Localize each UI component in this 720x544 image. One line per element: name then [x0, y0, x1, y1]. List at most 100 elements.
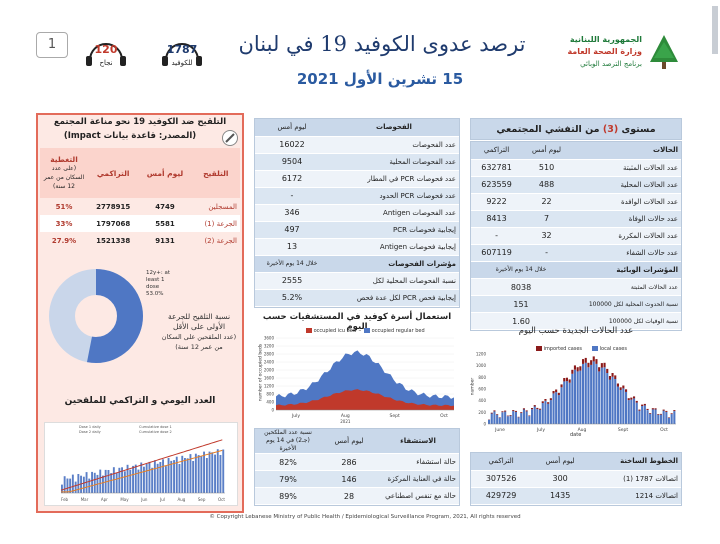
community-row-cumulative: 8413	[471, 210, 523, 228]
cases-local-bar	[536, 409, 539, 424]
cases-imported-bar	[504, 410, 507, 412]
epi-row-label: عدد الحالات المثبتة	[571, 278, 681, 296]
cases-local-bar	[565, 381, 568, 424]
tests-header-label: الفحوصات	[329, 119, 459, 137]
cases-local-bar	[573, 369, 576, 424]
tests-row-label: عدد الفحوصات Antigen	[329, 204, 459, 222]
mini-daily-bar	[203, 451, 205, 493]
cases-local-bar	[614, 379, 617, 424]
community-row-label: عدد الحالات الوافدة	[571, 193, 681, 211]
cases-local-bar	[649, 414, 652, 424]
beds-ytick-label: 3600	[264, 336, 275, 341]
cases-local-bar	[622, 388, 625, 424]
cases-imported-bar	[603, 362, 606, 368]
tests-table: الفحوصات ليوم أمس عدد الفحوصات 16022 عدد …	[254, 118, 460, 308]
vaccination-header-type: التلقيح	[191, 148, 240, 198]
hospital-row-label: حالة مع تنفس اصطناعي	[377, 487, 459, 505]
epi-header-row: المؤشرات الوبائية خلال 14 يوم الأخيرة	[471, 261, 681, 279]
hospital-header-label: الاستشفاء	[377, 429, 459, 454]
ministry-line-3: برنامج الترصد الوبائي	[580, 60, 642, 68]
cases-imported-bar	[619, 387, 622, 390]
epi-header-label: المؤشرات الوبائية	[571, 261, 681, 279]
cases-local-bar	[673, 411, 676, 424]
community-row: عدد حالات الشفاء -607119	[471, 244, 681, 262]
cases-imported-bar	[490, 412, 493, 414]
cases-local-bar	[528, 416, 531, 424]
cases-local-bar	[603, 367, 606, 424]
cases-local-bar	[606, 373, 609, 424]
cases-imported-bar	[506, 415, 509, 417]
tests-header-row: الفحوصات ليوم أمس	[255, 119, 459, 137]
cases-imported-bar	[498, 417, 501, 418]
mini-daily-bar	[102, 475, 104, 493]
cases-imported-bar	[493, 410, 496, 412]
cases-local-bar	[651, 409, 654, 424]
cases-imported-bar	[608, 376, 611, 380]
donut-caption-line: (عدد الملقحين على السكان	[161, 333, 237, 341]
cases-imported-bar	[522, 408, 525, 410]
mini-daily-bar	[164, 466, 167, 493]
cases-imported-bar	[590, 360, 593, 365]
page-title: ترصد عدوى الكوفيد 19 في لبنان	[238, 32, 526, 56]
vaccination-donut-chart	[49, 269, 143, 363]
hotlines-header-label: الخطوط الساخنة	[589, 453, 681, 471]
hospital-row-pct: 89%	[255, 487, 321, 505]
beds-month-label: July	[291, 413, 300, 419]
beds-chart: occupied icu bed occupied regular bed nu…	[254, 326, 460, 426]
vaccination-row-yesterday: 9131	[138, 232, 192, 249]
cases-local-bar	[667, 417, 670, 424]
cases-imported-bar	[641, 404, 644, 406]
cases-month-label: Aug	[578, 427, 587, 433]
tests-row-label: عدد الفحوصات المحلية	[329, 153, 459, 171]
headset-icon	[86, 43, 126, 66]
community-row-yesterday: 510	[522, 159, 571, 177]
coverage-header-note: (على عدد السكان من عمر 12 سنة)	[43, 165, 85, 190]
cases-chart: imported cases local cases number 0 200 40…	[470, 340, 682, 444]
donut-caption: نسبة التلقيح للجرعة الأولى على الأقل (عد…	[158, 312, 240, 352]
cases-imported-bar	[496, 414, 499, 415]
community-row-yesterday: -	[522, 244, 571, 262]
daily-vaccination-chart: Dose 1 daily Dose 2 daily Cumulative dos…	[44, 422, 238, 506]
cases-local-bar	[657, 414, 660, 424]
community-row-yesterday: 7	[522, 210, 571, 228]
cases-local-bar	[498, 417, 501, 424]
hospital-row-value: 286	[321, 453, 377, 471]
cases-imported-bar	[557, 392, 560, 396]
hotlines-row-yesterday: 1435	[531, 487, 589, 505]
covid-hotline-badge: 1787 للكوفيد	[160, 34, 204, 74]
tests-row-value: 9504	[255, 153, 329, 171]
cases-ytick-label: 600	[478, 387, 486, 392]
cases-imported-bar	[654, 408, 657, 410]
mini-chart-legend: Dose 1 daily Dose 2 daily	[79, 425, 101, 434]
cases-local-bar	[531, 409, 534, 424]
mini-daily-bar	[184, 458, 186, 493]
test-indicator-label: نسبة الفحوصات المحلية لكل	[329, 272, 459, 290]
cases-local-bar	[525, 411, 528, 424]
mini-daily-bar	[151, 467, 154, 493]
hotlines-header-yesterday: ليوم أمس	[531, 453, 589, 471]
mini-daily-bar	[205, 458, 208, 493]
cases-local-bar	[544, 400, 547, 424]
cases-imported-bar	[517, 416, 520, 418]
mini-cumulative-dose1-line	[60, 439, 223, 491]
cases-ytick-label: 1200	[476, 352, 487, 357]
cases-chart-title: عدد الحالات الجديدة حسب اليوم	[518, 326, 634, 336]
beds-chart-title: استعمال أسرة كوفيد في المستشفيات حسب الي…	[262, 312, 452, 332]
hospital-header-pct: نسبة عدد الملكحين (جـ2) في 14 يوم الأخير…	[255, 429, 321, 454]
cases-imported-bar	[667, 417, 670, 418]
community-header-yesterday: ليوم أمس	[522, 142, 571, 160]
cases-imported-bar	[649, 413, 652, 414]
cases-ytick-label: 800	[478, 375, 486, 380]
vaccination-row-coverage: 33%	[55, 219, 73, 228]
mini-daily-bar	[181, 455, 184, 493]
cases-local-bar	[504, 411, 507, 424]
cases-local-bar	[576, 371, 579, 424]
hotlines-row-label: اتصالات 1787 (1)	[589, 470, 681, 488]
cases-imported-bar	[587, 362, 590, 368]
mini-daily-bar	[132, 465, 134, 493]
hospital-row-label: حالة استشفاء	[377, 453, 459, 471]
vaccination-row-coverage: 51%	[40, 198, 88, 215]
hotlines-row-cumulative: 429729	[471, 487, 532, 505]
cases-local-bar	[514, 411, 517, 424]
community-row: عدد الحالات المحلية 488 623559	[471, 176, 681, 194]
